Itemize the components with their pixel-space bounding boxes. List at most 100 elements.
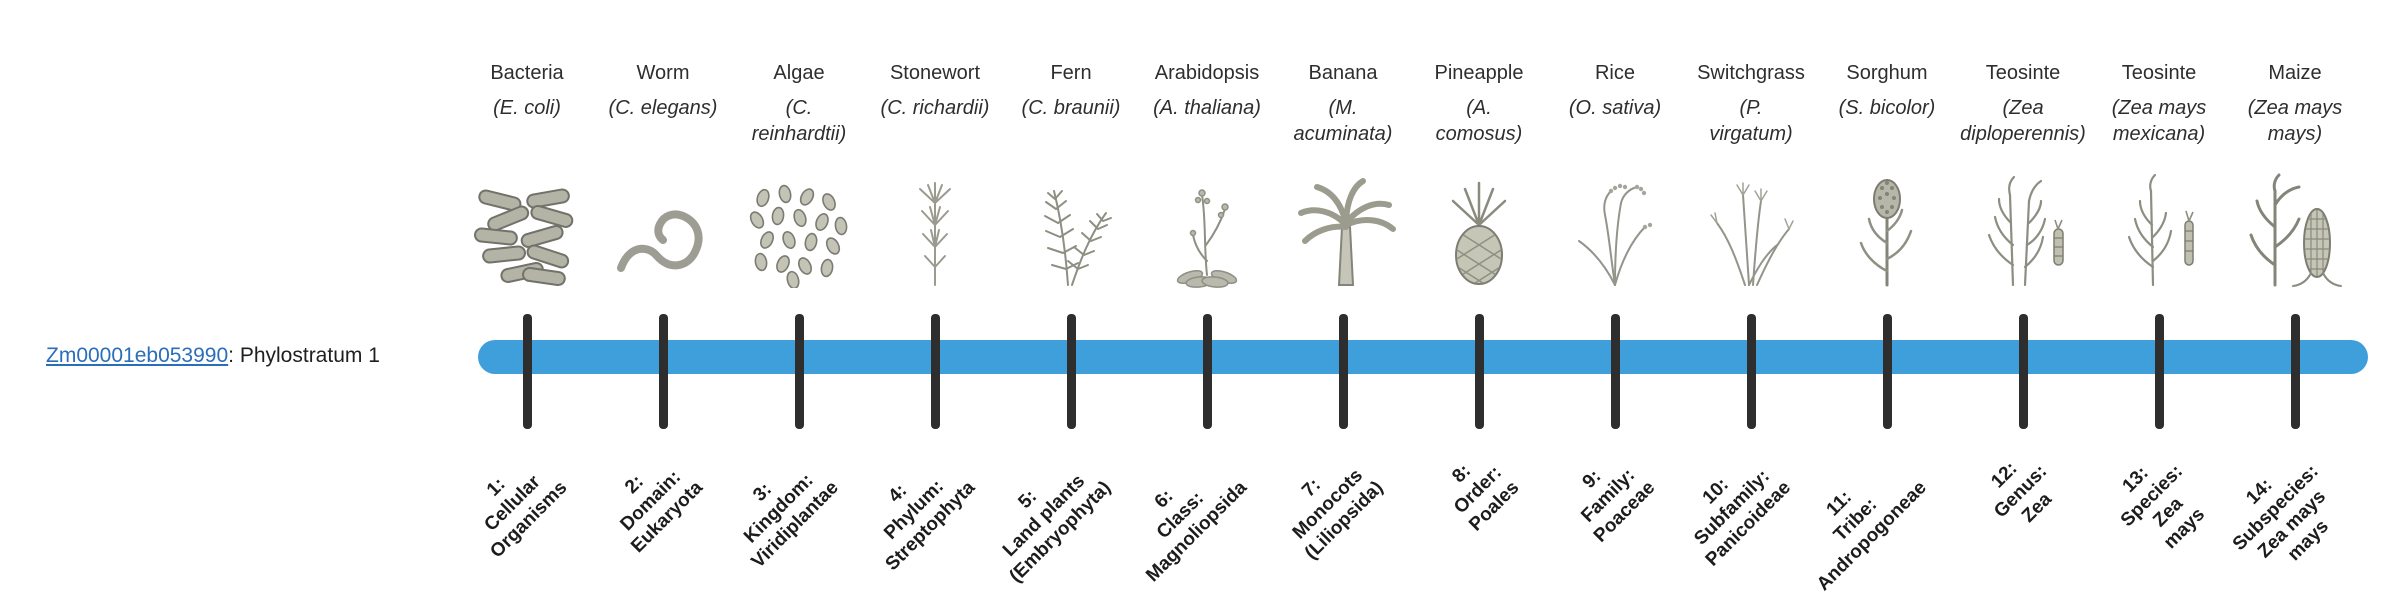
timeline-tick <box>1474 314 1484 429</box>
organism-name-block: Bacteria (E. coli) <box>445 60 609 121</box>
timeline-tick <box>1746 314 1756 429</box>
organism-common-name: Rice <box>1594 62 1635 84</box>
pineapple-icon <box>1404 168 1554 288</box>
organism-name-block: Fern (C. braunii) <box>989 60 1153 121</box>
timeline-tick <box>2154 314 2164 429</box>
organism-common-name: Sorghum <box>1846 62 1928 84</box>
organism-scientific-name: (Zea mays mays) <box>2247 97 2343 145</box>
teosinte-mexicana-icon <box>2084 168 2234 288</box>
stage-9: Rice (O. sativa) 9: Family: Poaceae <box>1540 0 1690 580</box>
timeline-tick <box>2290 314 2300 429</box>
organism-common-name: Pineapple <box>1434 62 1524 84</box>
stage-13: Teosinte (Zea mays mexicana) 13: Species:… <box>2084 0 2234 580</box>
bacteria-icon <box>452 168 602 288</box>
stage-3: Algae (C. reinhardtii) 3: Kingdom: Viridi… <box>724 0 874 580</box>
organism-scientific-name: (P. virgatum) <box>1709 97 1793 145</box>
rice-icon <box>1540 168 1690 288</box>
stage-8: Pineapple (A. comosus) 8: Order: Poales <box>1404 0 1554 580</box>
stratum-label: 13: Species: Zea mays <box>2116 460 2209 554</box>
stratum-label: 9: Family: Poaceae <box>1577 464 1660 547</box>
stratum-label: 12: Genus: Zea <box>1986 458 2056 527</box>
organism-common-name: Worm <box>636 62 690 84</box>
organism-common-name: Stonewort <box>889 62 981 84</box>
organism-scientific-name: (S. bicolor) <box>1838 97 1936 119</box>
timeline-tick <box>522 314 532 429</box>
organism-common-name: Teosinte <box>1985 62 2061 84</box>
organism-scientific-name: (M. acuminata) <box>1293 97 1393 145</box>
stonewort-icon <box>860 168 1010 288</box>
stratum-label: 1: Cellular Organisms <box>480 471 572 563</box>
timeline-tick <box>1610 314 1620 429</box>
timeline-tick <box>1338 314 1348 429</box>
stage-6: Arabidopsis (A. thaliana) 6: Class: Magno… <box>1132 0 1282 586</box>
organism-scientific-name: (A. thaliana) <box>1153 97 1261 119</box>
timeline-tick <box>930 314 940 429</box>
stratum-label: 7: Monocots (Liliopsida) <box>1288 465 1388 564</box>
worm-icon <box>588 168 738 288</box>
stratum-label: 14: Subspecies: Zea mays mays <box>2228 460 2333 566</box>
organism-scientific-name: (C. elegans) <box>608 97 718 119</box>
sorghum-icon <box>1812 168 1962 288</box>
organism-scientific-name: (C. reinhardtii) <box>751 97 847 145</box>
teosinte-diploperennis-icon <box>1948 168 2098 288</box>
stage-10: Switchgrass (P. virgatum) 10: Subfamily: … <box>1676 0 1826 580</box>
organism-common-name: Banana <box>1308 62 1378 84</box>
organism-common-name: Algae <box>773 62 825 84</box>
organism-name-block: Worm (C. elegans) <box>581 60 745 121</box>
stage-7: Banana (M. acuminata) 7: Monocots (Liliop… <box>1268 0 1418 580</box>
organism-common-name: Switchgrass <box>1697 62 1805 84</box>
stage-4: Stonewort (C. richardii) 4: Phylum: Strep… <box>860 0 1010 580</box>
organism-name-block: Algae (C. reinhardtii) <box>717 60 881 147</box>
stratum-label: 8: Order: Poales <box>1448 460 1524 536</box>
stage-12: Teosinte (Zea diploperennis) 12: Genus: Z… <box>1948 0 2098 580</box>
stratum-label: 2: Domain: Eukaryota <box>616 466 708 558</box>
organism-name-block: Arabidopsis (A. thaliana) <box>1125 60 1289 121</box>
timeline-tick <box>794 314 804 429</box>
stratum-label: 4: Phylum: Streptophyta <box>880 475 980 575</box>
phylostrata-diagram: Zm00001eb053990: Phylostratum 1 Bacteria… <box>46 0 2370 595</box>
stage-1: Bacteria (E. coli) 1: Cellular Organisms <box>452 0 602 580</box>
organism-name-block: Stonewort (C. richardii) <box>853 60 1017 121</box>
organism-name-block: Teosinte (Zea diploperennis) <box>1941 60 2105 147</box>
organism-name-block: Teosinte (Zea mays mexicana) <box>2077 60 2241 147</box>
organism-name-block: Banana (M. acuminata) <box>1261 60 1425 147</box>
organism-name-block: Sorghum (S. bicolor) <box>1805 60 1969 121</box>
organism-scientific-name: (E. coli) <box>493 97 561 119</box>
stratum-label: 3: Kingdom: Viridiplantae <box>740 469 844 573</box>
stage-2: Worm (C. elegans) 2: Domain: Eukaryota <box>588 0 738 580</box>
maize-icon <box>2220 168 2370 288</box>
timeline-tick <box>1882 314 1892 429</box>
organism-common-name: Fern <box>1050 62 1092 84</box>
organism-scientific-name: (Zea diploperennis) <box>1960 97 2086 145</box>
organism-name-block: Switchgrass (P. virgatum) <box>1669 60 1833 147</box>
organism-name-block: Pineapple (A. comosus) <box>1397 60 1561 147</box>
algae-icon <box>724 168 874 288</box>
organism-scientific-name: (C. richardii) <box>880 97 990 119</box>
gene-label: Zm00001eb053990: Phylostratum 1 <box>46 344 380 368</box>
timeline-tick <box>658 314 668 429</box>
stage-5: Fern (C. braunii) 5: Land plants (Embryop… <box>996 0 1146 587</box>
timeline-tick <box>2018 314 2028 429</box>
switchgrass-icon <box>1676 168 1826 288</box>
organism-name-block: Maize (Zea mays mays) <box>2213 60 2377 147</box>
banana-icon <box>1268 168 1418 288</box>
timeline-bar <box>478 340 2368 374</box>
organism-scientific-name: (Zea mays mexicana) <box>2111 97 2207 145</box>
organism-common-name: Arabidopsis <box>1154 62 1260 84</box>
timeline-tick <box>1202 314 1212 429</box>
organism-common-name: Teosinte <box>2121 62 2197 84</box>
stage-11: Sorghum (S. bicolor) 11: Tribe: Andropogo… <box>1812 0 1962 595</box>
fern-icon <box>996 168 1146 288</box>
organism-scientific-name: (O. sativa) <box>1568 97 1662 119</box>
organism-name-block: Rice (O. sativa) <box>1533 60 1697 121</box>
arabidopsis-icon <box>1132 168 1282 288</box>
timeline-tick <box>1066 314 1076 429</box>
phylostratum-text: : Phylostratum 1 <box>228 344 380 367</box>
gene-id-link[interactable]: Zm00001eb053990 <box>46 344 229 367</box>
organism-scientific-name: (A. comosus) <box>1435 97 1523 145</box>
organism-common-name: Maize <box>2268 62 2322 84</box>
stage-14: Maize (Zea mays mays) 14: Subspecies: Zea… <box>2220 0 2370 580</box>
organism-scientific-name: (C. braunii) <box>1021 97 1121 119</box>
stratum-label: 10: Subfamily: Panicoideae <box>1690 465 1796 571</box>
organism-common-name: Bacteria <box>490 62 564 84</box>
